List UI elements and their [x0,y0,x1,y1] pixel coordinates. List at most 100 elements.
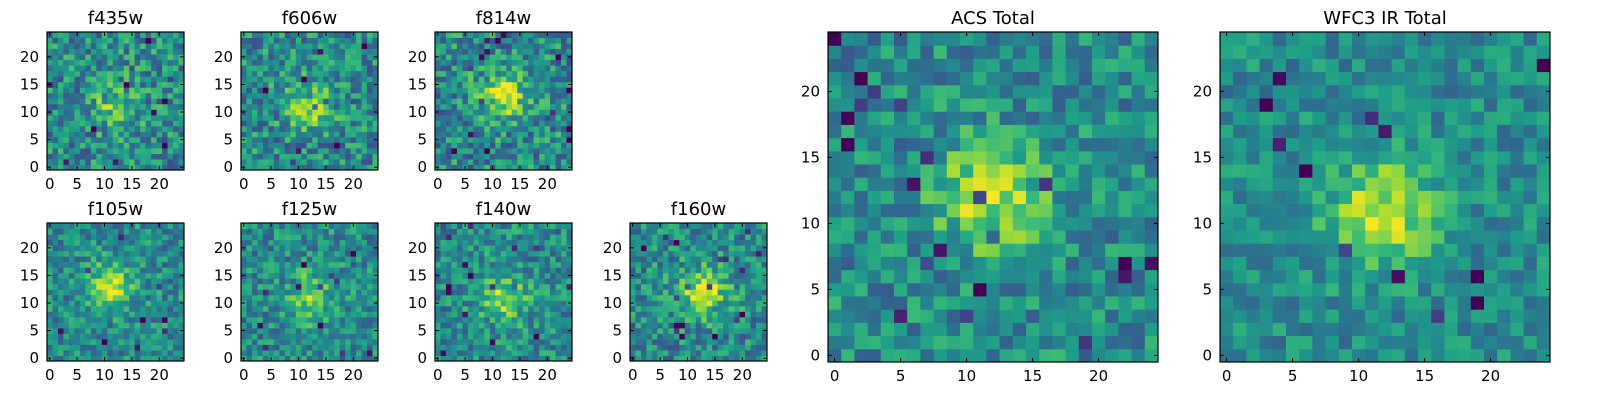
heatmap-cell [657,228,664,235]
heatmap-cell [1039,230,1053,244]
heatmap-cell [268,65,275,72]
heatmap-cell [1118,216,1133,231]
heatmap-cell [96,98,103,105]
heatmap-cell [467,103,474,110]
heatmap-cell [673,316,680,323]
heatmap-cell [151,267,158,274]
heatmap-cell [312,316,319,323]
heatmap-cell [506,76,513,83]
heatmap-cell [1144,282,1159,297]
heatmap-cell [284,81,291,88]
heatmap-cell [306,300,313,307]
heatmap-cell [500,349,507,356]
heatmap-cell [462,136,469,143]
heatmap-cell [312,311,319,318]
heatmap-cell [295,344,302,351]
heatmap-cell [79,120,86,127]
heatmap-cell [690,278,697,285]
heatmap-cell [528,294,535,301]
heatmap-cell [717,344,724,351]
heatmap-cell [134,344,141,351]
heatmap-cell [112,43,119,50]
heatmap-cell [484,32,491,39]
heatmap-cell [90,43,97,50]
heatmap-cell [257,37,264,44]
heatmap-cell [640,305,647,312]
heatmap-cell [262,327,269,334]
heatmap-cell [90,338,97,345]
heatmap-cell [68,250,75,257]
heatmap-cell [301,37,308,44]
heatmap-cell [528,81,535,88]
heatmap-cell [528,327,535,334]
heatmap-cell [90,322,97,329]
heatmap-cell [566,322,573,329]
heatmap-cell [312,223,319,230]
heatmap-cell [301,311,308,318]
heatmap-cell [635,278,642,285]
heatmap-cell [484,125,491,132]
heatmap-cell [544,261,551,268]
heatmap-cell [334,153,341,160]
heatmap-cell [495,294,502,301]
heatmap-cell [262,37,269,44]
heatmap-cell [712,239,719,246]
heatmap-cell [646,322,653,329]
heatmap-cell [561,70,568,77]
heatmap-cell [701,256,708,263]
heatmap-cell [679,311,686,318]
heatmap-cell [301,245,308,252]
heatmap-cell [134,92,141,99]
heatmap-cell [511,158,518,165]
heatmap-cell [74,142,81,149]
heatmap-cell [1039,190,1053,205]
heatmap-cell [440,223,447,230]
heatmap-cell [295,54,302,61]
heatmap-cell [268,70,275,77]
heatmap-cell [279,338,286,345]
heatmap-cell [317,239,324,246]
heatmap-cell [522,289,529,296]
heatmap-cell [1131,296,1146,310]
heatmap-cell [533,43,540,50]
y-tick-label: 10 [408,103,427,121]
heatmap-cell [301,48,308,55]
heatmap-cell [241,153,247,160]
heatmap-cell [478,43,485,50]
heatmap-cell [57,125,64,132]
heatmap-cell [566,250,573,257]
heatmap-cell [500,153,507,160]
heatmap-cell [555,316,562,323]
heatmap-cell [57,267,64,274]
heatmap-cell [750,239,757,246]
heatmap-cell [561,37,568,44]
heatmap-cell [162,76,169,83]
heatmap-cell [156,305,163,312]
heatmap-cell [500,239,507,246]
heatmap-cell [74,327,81,334]
heatmap-cell [295,256,302,263]
heatmap-cell [478,349,485,356]
heatmap-cell [566,65,573,72]
heatmap-cell [907,348,921,363]
heatmap-cell [145,87,152,94]
heatmap-cell [528,355,535,362]
heatmap-cell [90,114,97,121]
heatmap-cell [555,59,562,66]
heatmap-cell [728,344,735,351]
heatmap-cell [630,338,636,345]
heatmap-cell [156,98,163,105]
heatmap-cell [334,164,341,171]
heatmap-cell [178,59,185,66]
heatmap-cell [478,81,485,88]
heatmap-cell [123,327,130,334]
heatmap-cell [500,164,507,171]
heatmap-cell [268,250,275,257]
heatmap-cell [123,272,130,279]
heatmap-cell [107,32,114,39]
heatmap-cell [739,294,746,301]
heatmap-cell [151,43,158,50]
x-tick-label: 15 [510,175,529,193]
heatmap-cell [555,272,562,279]
heatmap-cell [68,43,75,50]
